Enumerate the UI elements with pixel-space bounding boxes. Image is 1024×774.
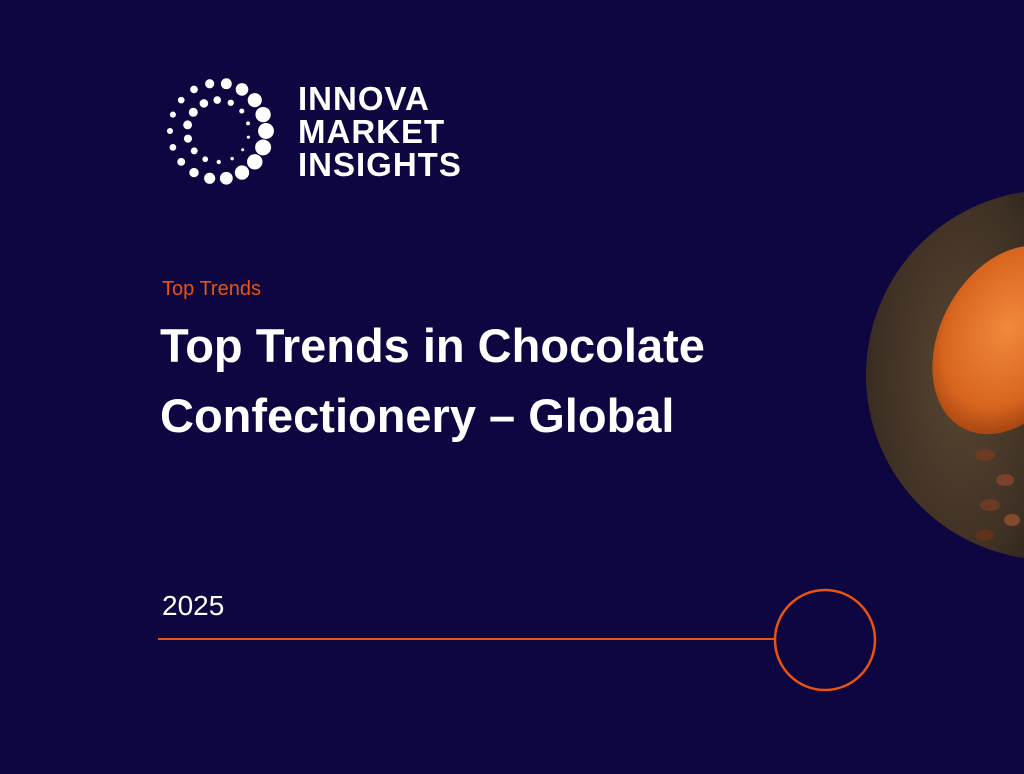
logo-dot — [241, 148, 245, 152]
logo-dot — [230, 156, 234, 161]
logo-dot — [177, 96, 185, 104]
cocoa-bean — [975, 449, 995, 461]
logo-dot — [202, 156, 209, 163]
logo-dot — [189, 167, 199, 178]
logo-dot — [220, 78, 232, 90]
logo-dot — [169, 111, 176, 118]
logo-dot — [199, 99, 209, 108]
cocoa-bean — [1004, 514, 1020, 526]
logo-dot — [204, 172, 216, 184]
logo-dot — [166, 127, 174, 135]
logo-dot — [190, 85, 198, 94]
logo-dot — [239, 108, 245, 114]
title: Confectionery – Global — [160, 389, 674, 442]
logo-text: INNOVA — [298, 80, 430, 117]
logo-mark — [166, 78, 274, 185]
logo-dot — [177, 157, 186, 166]
logo-dot — [188, 107, 198, 117]
title: Top Trends in Chocolate — [160, 319, 705, 372]
logo-dot — [227, 99, 234, 106]
logo-dot — [183, 120, 193, 130]
logo-dot — [255, 106, 271, 123]
cocoa-pod — [932, 245, 1024, 435]
logo-dot — [216, 159, 221, 165]
logo-text: MARKET — [298, 113, 445, 150]
logo-dot — [235, 83, 249, 96]
cocoa-bean — [996, 474, 1014, 486]
cocoa-bean — [976, 529, 994, 541]
logo-dot — [213, 96, 222, 104]
year: 2025 — [162, 590, 224, 621]
cocoa-bean — [980, 499, 1000, 511]
eyebrow: Top Trends — [162, 278, 261, 300]
logo-dot — [255, 139, 272, 156]
logo-dot — [219, 171, 233, 185]
logo-dot — [258, 123, 274, 139]
logo-dot — [246, 135, 250, 139]
logo-dot — [234, 165, 250, 180]
logo-dot — [169, 144, 177, 151]
logo-dot — [247, 154, 263, 170]
decor-circle — [773, 588, 877, 692]
logo-dot — [246, 121, 250, 126]
logo-dot — [247, 93, 262, 108]
logo-text: INSIGHTS — [298, 146, 462, 183]
logo-dot — [205, 79, 215, 89]
logo-dot — [190, 147, 198, 155]
logo-dot — [183, 134, 193, 143]
